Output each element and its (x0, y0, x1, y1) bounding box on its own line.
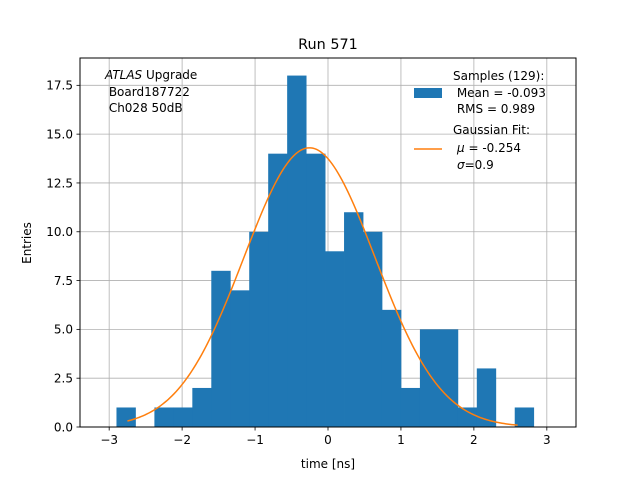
y-tick-label: 10.0 (46, 225, 73, 239)
gaussian-fit (127, 147, 518, 426)
annotation-upgrade: Upgrade (142, 68, 197, 82)
y-axis-ticks: 0.0 2.5 5.0 7.5 10.0 12.5 15.0 17.5 (46, 79, 80, 434)
legend: Samples (129): Mean = -0.093 RMS = 0.989… (414, 69, 546, 172)
x-tick-label: −2 (173, 433, 191, 447)
legend-samples-title: Samples (129): (453, 69, 544, 83)
x-tick-label: 0 (324, 433, 332, 447)
y-tick-label: 5.0 (54, 323, 73, 337)
histogram-bar (476, 368, 497, 427)
histogram-bar (438, 329, 459, 427)
y-tick-label: 7.5 (54, 274, 73, 288)
histogram-bar (116, 407, 136, 427)
legend-fit-sigma: σ=0.9 (457, 158, 494, 172)
histogram-bars (116, 75, 535, 428)
histogram-bar (173, 407, 193, 427)
legend-samples-rms: RMS = 0.989 (453, 102, 535, 116)
legend-fit-mu: μ = -0.254 (456, 141, 521, 155)
y-tick-label: 15.0 (46, 127, 73, 141)
fit-curve (127, 147, 518, 426)
chart-title: Run 571 (298, 37, 358, 53)
x-axis-ticks: −3 −2 −1 0 1 2 3 (100, 427, 551, 447)
x-tick-label: −1 (246, 433, 264, 447)
histogram-bar (287, 75, 307, 428)
x-tick-label: 3 (543, 433, 551, 447)
y-tick-label: 17.5 (46, 79, 73, 93)
histogram-bar (381, 309, 402, 427)
y-axis-label: Entries (20, 222, 34, 264)
x-tick-label: 2 (470, 433, 478, 447)
y-tick-label: 12.5 (46, 176, 73, 190)
x-axis-label: time [ns] (301, 457, 355, 471)
legend-mu-value: = -0.254 (465, 141, 521, 155)
histogram-bar (344, 212, 364, 427)
x-tick-label: 1 (397, 433, 405, 447)
y-tick-label: 2.5 (54, 371, 73, 385)
annotation-atlas: ATLAS (104, 68, 143, 82)
legend-sigma-value: =0.9 (465, 158, 494, 172)
histogram-bar (306, 153, 326, 427)
histogram-bar (249, 231, 269, 427)
histogram-bar (211, 270, 231, 427)
y-tick-label: 0.0 (54, 420, 73, 434)
histogram-bar (457, 407, 478, 427)
legend-fit-title: Gaussian Fit: (453, 123, 530, 137)
histogram-bar (400, 387, 421, 427)
legend-sigma-symbol: σ (457, 158, 465, 172)
histogram-bar (154, 407, 174, 427)
histogram-bar (230, 290, 250, 427)
x-tick-label: −3 (100, 433, 118, 447)
annotation-line-2: Board187722 (105, 85, 190, 99)
legend-samples-swatch (414, 88, 442, 98)
histogram-bar (268, 153, 288, 427)
histogram-bar (419, 329, 440, 427)
histogram-bar (192, 387, 212, 427)
annotation-line-1: ATLAS Upgrade (104, 68, 197, 82)
legend-mu-symbol: μ (456, 141, 465, 155)
histogram-bar (514, 407, 535, 427)
atlas-annotation: ATLAS Upgrade Board187722 Ch028 50dB (104, 68, 197, 115)
histogram-bar (325, 251, 345, 427)
histogram-bar (363, 231, 383, 427)
annotation-line-3: Ch028 50dB (105, 101, 183, 115)
legend-samples-mean: Mean = -0.093 (453, 86, 546, 100)
